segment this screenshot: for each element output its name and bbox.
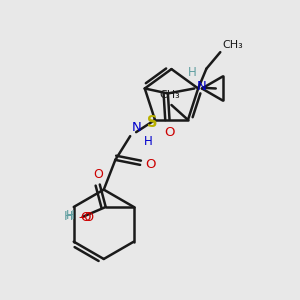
Text: O: O xyxy=(80,211,91,224)
Text: H: H xyxy=(144,135,153,148)
Text: H: H xyxy=(188,66,197,79)
Text: O: O xyxy=(164,126,175,139)
Text: O: O xyxy=(93,167,103,181)
Text: N: N xyxy=(132,122,142,134)
Text: CH₃: CH₃ xyxy=(222,40,243,50)
Text: N: N xyxy=(197,80,207,93)
Text: –O: –O xyxy=(79,211,95,224)
Text: S: S xyxy=(147,115,158,130)
Text: H: H xyxy=(64,210,74,224)
Text: O: O xyxy=(145,158,155,171)
Text: CH₃: CH₃ xyxy=(159,90,180,100)
Text: H: H xyxy=(66,209,74,222)
